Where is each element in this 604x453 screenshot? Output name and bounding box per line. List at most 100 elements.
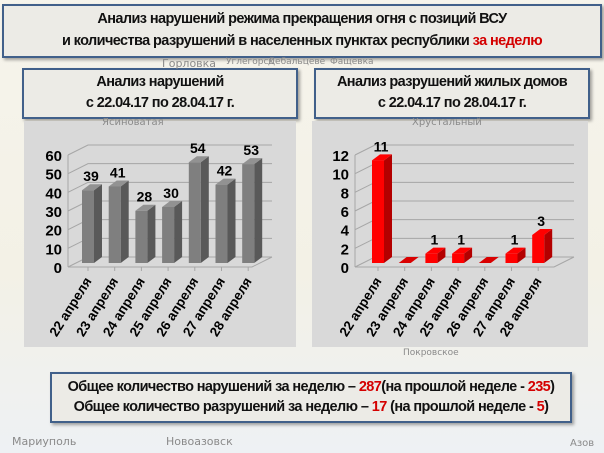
- map-label: Углегорск: [226, 57, 274, 67]
- summary-text: Общее количество разрушений за неделю –: [73, 399, 372, 415]
- summary-prev-value: 5: [536, 399, 545, 415]
- bar-top: [478, 257, 499, 263]
- bar: [188, 162, 201, 263]
- summary-value: 287: [358, 379, 382, 395]
- bar-side: [437, 247, 446, 263]
- map-label: Азов: [570, 438, 595, 449]
- data-label: 1: [457, 232, 465, 248]
- violations-chart-panel: 0 10 20 30 40 50 60 39 22 апреля 41 23 апреля 28 24 …: [24, 121, 296, 347]
- data-label: 1: [511, 232, 519, 248]
- y-tick-label: 60: [45, 148, 62, 165]
- summary-text: ): [550, 379, 555, 395]
- x-axis: [68, 256, 273, 268]
- bar: [242, 164, 255, 263]
- x-axis: [355, 256, 575, 268]
- data-label: 39: [83, 168, 99, 184]
- header-line-1: Анализ нарушений режима прекращения огня…: [97, 11, 507, 27]
- data-label: 3: [537, 213, 545, 229]
- gridline: [354, 144, 574, 156]
- bar-top: [532, 229, 553, 235]
- map-label: Горловка: [162, 57, 217, 70]
- bar-top: [108, 180, 129, 187]
- bar: [108, 186, 121, 263]
- bar: [135, 210, 148, 263]
- bar: [215, 184, 228, 263]
- data-label: 54: [190, 140, 206, 156]
- map-label: Фащевка: [330, 57, 374, 67]
- bar-side: [254, 158, 263, 263]
- bar-side: [384, 154, 392, 263]
- bar-top: [215, 178, 236, 185]
- data-label: 1: [431, 232, 439, 248]
- summary-box: Общее количество нарушений за неделю – 2…: [50, 372, 572, 423]
- bar-side: [464, 247, 473, 263]
- bar-top: [452, 247, 473, 254]
- right-panel-title: Анализ разрушений жилых домов с 22.04.17…: [314, 68, 590, 119]
- bar-side: [227, 178, 236, 263]
- summary-text: (на прошлой неделе -: [381, 379, 528, 395]
- gridline: [67, 144, 272, 156]
- data-label: 53: [243, 142, 259, 158]
- bar-top: [505, 247, 526, 254]
- header-line-2: и количества разрушений в населенных пун…: [4, 30, 600, 52]
- summary-text: Общее количество нарушений за неделю –: [67, 379, 359, 395]
- bar-side: [517, 247, 526, 263]
- right-panel-period: с 22.04.17 по 28.04.17 г.: [377, 95, 527, 111]
- data-label: 30: [163, 185, 179, 201]
- y-tick-label: 4: [341, 223, 350, 240]
- destruction-chart-panel: 0 2 4 6 8 10 12 11 22 апреля 23 апреля 1 24 апреля 1…: [312, 121, 588, 347]
- data-label: 42: [217, 163, 233, 179]
- y-tick-label: 8: [341, 185, 349, 202]
- bar: [532, 235, 545, 263]
- bar-side: [147, 204, 156, 263]
- y-tick-label: 0: [54, 260, 62, 277]
- bar-top: [188, 156, 209, 163]
- right-panel-heading: Анализ разрушений жилых домов: [336, 74, 568, 90]
- data-label: 11: [374, 138, 389, 154]
- gridline: [67, 163, 272, 175]
- bar: [425, 253, 438, 263]
- header-highlight: за неделю: [472, 33, 543, 49]
- summary-text: ): [544, 399, 549, 415]
- bar-top: [372, 154, 392, 161]
- y-tick-label: 12: [332, 148, 349, 165]
- y-tick-label: 30: [45, 204, 62, 221]
- bar-side: [544, 229, 553, 263]
- bar: [505, 253, 518, 263]
- header-line-2-text: и количества разрушений в населенных пун…: [61, 33, 470, 49]
- bar: [372, 160, 384, 263]
- gridline: [67, 181, 272, 193]
- bar: [82, 190, 94, 263]
- map-label: Хрустальный: [412, 117, 482, 128]
- bar: [162, 207, 175, 263]
- y-tick-label: 2: [341, 241, 349, 258]
- summary-value: 17: [371, 399, 388, 415]
- data-label: 28: [137, 189, 153, 205]
- left-panel-title: Анализ нарушений с 22.04.17 по 28.04.17 …: [22, 68, 298, 119]
- map-label: Новоазовск: [166, 435, 233, 448]
- bar-top: [425, 247, 446, 254]
- y-tick-label: 40: [45, 185, 62, 202]
- summary-line-2: Общее количество разрушений за неделю – …: [52, 397, 570, 417]
- bar-top: [398, 257, 419, 263]
- y-tick-label: 10: [45, 241, 62, 258]
- y-tick-label: 50: [45, 167, 62, 184]
- bar-top: [242, 158, 263, 165]
- map-label: Мариуполь: [12, 435, 77, 448]
- bar: [452, 253, 465, 263]
- y-tick-label: 0: [341, 260, 349, 277]
- summary-line-1: Общее количество нарушений за неделю – 2…: [52, 377, 570, 397]
- bar-top: [135, 204, 156, 211]
- y-tick-label: 10: [332, 167, 349, 184]
- map-label: Ясиноватая: [102, 117, 164, 128]
- summary-text: (на прошлой неделе -: [386, 399, 537, 415]
- y-tick-label: 6: [341, 204, 349, 221]
- bar-top: [162, 201, 183, 207]
- left-panel-heading: Анализ нарушений: [96, 74, 224, 90]
- bar-side: [174, 201, 183, 263]
- header-title: Анализ нарушений режима прекращения огня…: [2, 4, 602, 58]
- y-tick-label: 20: [45, 223, 62, 240]
- map-label: Покровское: [403, 348, 459, 358]
